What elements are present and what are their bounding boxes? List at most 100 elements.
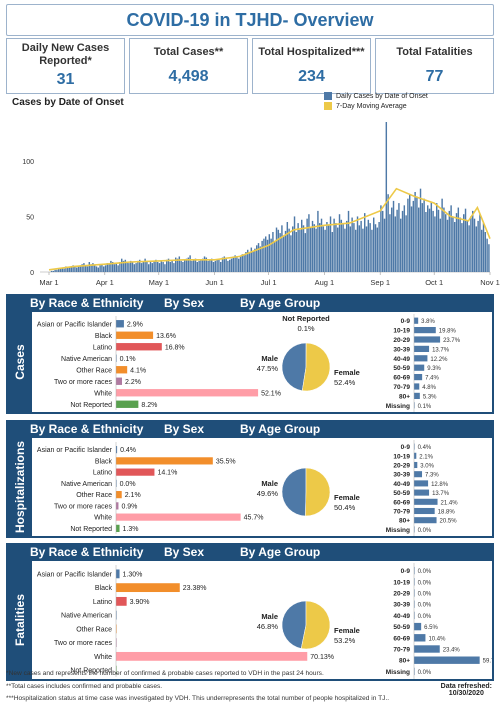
age-category-label: 80+ <box>399 393 410 400</box>
daily-case-bar <box>301 219 303 272</box>
daily-case-bar <box>338 214 341 272</box>
race-bar <box>116 400 139 408</box>
race-value-label: 23.38% <box>183 585 207 592</box>
age-value-label: 7.4% <box>425 376 439 382</box>
daily-case-bar <box>346 220 348 272</box>
daily-case-bar <box>324 229 326 272</box>
pie-label-female: Female <box>334 626 360 635</box>
daily-case-bar <box>194 258 197 272</box>
age-category-label: 10-19 <box>393 453 410 460</box>
daily-case-bar <box>365 226 368 272</box>
pie-label-male: Male <box>261 612 278 621</box>
daily-case-bar <box>374 224 377 272</box>
daily-case-bar <box>387 194 389 272</box>
daily-case-bar <box>263 238 265 272</box>
race-value-label: 45.7% <box>244 515 264 522</box>
race-category-label: Black <box>95 458 113 465</box>
daily-case-bar <box>227 260 229 272</box>
age-category-label: 40-49 <box>393 356 410 363</box>
pie-slice-male <box>281 467 307 517</box>
daily-case-bar <box>351 217 353 272</box>
daily-case-bar <box>472 210 474 272</box>
daily-case-bar <box>250 247 253 272</box>
daily-case-bar <box>286 222 289 272</box>
race-value-label: 2.1% <box>125 492 141 499</box>
race-value-label: 70.13% <box>310 654 334 661</box>
pie-value-male: 47.5% <box>257 364 279 373</box>
y-tick-label: 0 <box>30 270 34 277</box>
daily-case-bar <box>52 270 55 272</box>
age-value-label: 21.4% <box>441 500 459 506</box>
daily-case-bar <box>265 236 267 272</box>
daily-case-bar <box>304 233 307 272</box>
daily-case-bar <box>230 258 233 272</box>
age-category-label: 60-69 <box>393 375 410 382</box>
dashboard-title-box: COVID-19 in TJHD- Overview <box>6 4 494 36</box>
daily-case-bar <box>131 262 134 272</box>
age-category-label: 10-19 <box>393 579 410 586</box>
age-bar <box>414 517 437 524</box>
daily-case-bar <box>396 209 398 272</box>
age-value-label: 0.0% <box>418 603 432 609</box>
daily-case-bar <box>124 259 127 272</box>
daily-case-bar <box>284 230 287 272</box>
x-tick-label: Nov 1 <box>480 278 500 287</box>
race-bar <box>116 343 162 351</box>
race-value-label: 1.30% <box>123 571 143 578</box>
age-category-label: Missing <box>386 527 410 534</box>
daily-case-bar <box>104 265 107 272</box>
race-bar <box>116 610 117 620</box>
daily-case-bar <box>369 223 371 272</box>
legend-swatch-line <box>324 102 332 110</box>
daily-case-bar <box>167 258 170 272</box>
daily-case-bar <box>279 233 281 272</box>
race-value-label: 4.1% <box>130 367 146 374</box>
daily-case-bar <box>238 258 240 272</box>
daily-case-bar <box>437 209 440 272</box>
daily-case-bar <box>101 264 103 272</box>
age-bar <box>414 600 415 608</box>
daily-case-bar <box>220 262 222 272</box>
race-value-label: 35.5% <box>216 458 236 465</box>
daily-case-bar <box>248 253 251 272</box>
moving-average-line <box>48 187 491 271</box>
daily-case-bar <box>63 268 65 272</box>
daily-case-bar <box>142 262 145 272</box>
race-bar <box>116 377 122 385</box>
daily-case-bar <box>128 263 130 272</box>
race-category-label: Two or more races <box>54 379 112 386</box>
race-category-label: Two or more races <box>54 503 112 510</box>
section-body: Cases Asian or Pacific Islander 2.9% Black 1… <box>6 312 494 414</box>
daily-case-bar <box>355 229 357 272</box>
page-title: COVID-19 in TJHD- Overview <box>126 9 374 30</box>
daily-case-bar <box>436 203 438 272</box>
daily-case-bar <box>88 262 91 272</box>
race-category-label: Native American <box>61 481 112 488</box>
epi-curve-chart: 0 50 100 Mar 1 Apr 1 May 1 Jun 1 Jul 1 Aug 1 Sep … <box>22 122 500 287</box>
daily-case-bar <box>94 265 96 272</box>
age-bar <box>414 461 418 469</box>
age-value-label: 4.8% <box>422 385 436 391</box>
age-category-label: 70-79 <box>393 384 410 391</box>
age-value-label: 0.0% <box>418 592 432 598</box>
age-bar <box>414 471 423 478</box>
daily-case-bar <box>459 217 461 272</box>
section-charts: Asian or Pacific Islander 2.9% Black 13.6% L… <box>37 314 461 412</box>
age-category-label: 30-39 <box>393 346 410 353</box>
daily-case-bar <box>117 265 119 272</box>
daily-case-bar <box>149 262 152 272</box>
daily-case-bar <box>97 267 100 272</box>
daily-case-bar <box>83 263 85 272</box>
daily-case-bar <box>371 229 373 272</box>
side-label-bar: Fatalities <box>8 561 32 679</box>
daily-case-bar <box>180 260 182 272</box>
age-category-label: 50-59 <box>393 624 410 631</box>
age-category-label: 20-29 <box>393 337 410 344</box>
race-header: By Race & Ethnicity <box>30 545 144 559</box>
daily-case-bar <box>488 244 490 272</box>
section-cases: By Race & Ethnicity By Sex By Age Group Cas… <box>6 294 494 414</box>
race-bar <box>116 331 154 339</box>
daily-case-bar <box>137 260 139 272</box>
daily-case-bar <box>466 220 469 272</box>
age-header: By Age Group <box>240 422 321 436</box>
